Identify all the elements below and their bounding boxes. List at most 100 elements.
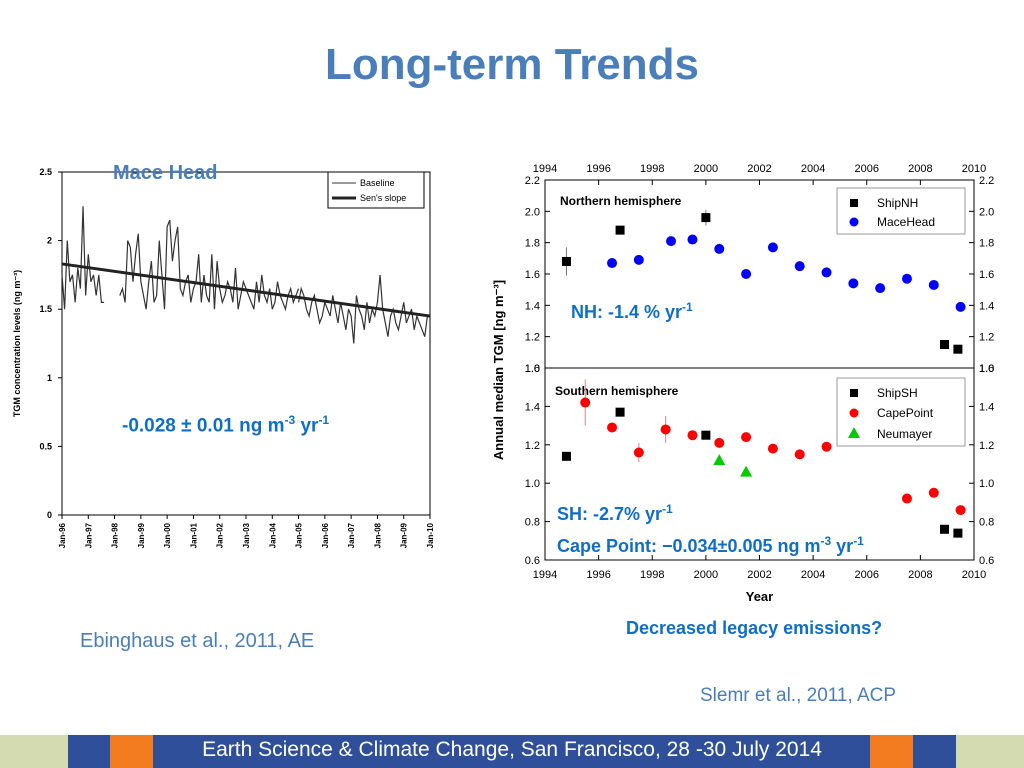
footer-block-2 [110,735,153,768]
square-marker [561,256,571,266]
macehead-marker [687,234,698,245]
sh-y-tick-label-left: 1.6 [525,363,540,375]
nh-y-tick-label-left: 1.2 [525,332,540,344]
nh-y-tick-label-right: 1.0 [979,363,994,375]
left-y-tick-label: 2.5 [39,167,52,177]
bottom-x-tick-label: 2006 [855,569,879,581]
macehead-marker [901,273,912,284]
sh-panel-title: Southern hemisphere [555,384,679,398]
neumayer-marker [713,454,726,466]
nh-y-tick-label-left: 1.0 [525,363,540,375]
left-trend-annotation: -0.028 ± 0.01 ng m-3 yr-1 [122,413,329,437]
top-x-tick-label: 1994 [533,163,557,175]
left-y-tick-label: 1.5 [39,304,52,314]
square-marker [615,407,625,417]
mace-head-chart: 0 0.5 1 1.5 2 2.5 Jan-96 Jan-97 Jan-98 Jan-99 Jan-… [12,167,435,548]
sh-y-tick-label-right: 1.4 [979,401,994,413]
macehead-marker [821,267,832,278]
sh-y-tick-label-left: 1.0 [525,478,540,490]
top-x-tick-label: 2010 [962,163,986,175]
nh-trend-text: NH: -1.4 % yr [571,302,683,322]
sh-y-tick-label-left: 0.8 [525,517,540,529]
capepoint-marker [794,449,805,460]
left-x-tick-label: Jan-09 [400,522,409,548]
nh-y-tick-label-right: 1.6 [979,269,994,281]
sh-trend-exp: -1 [662,502,673,516]
left-x-tick-label: Jan-10 [426,522,435,548]
question-text: Decreased legacy emissions? [626,618,883,638]
left-x-tick-label: Jan-05 [295,522,304,548]
capepoint-marker [714,437,725,448]
square-marker [953,528,963,538]
left-y-tick-label: 0 [47,510,52,520]
top-x-tick-label: 2004 [801,163,825,175]
capepoint-marker [580,397,591,408]
top-x-tick-label: 2002 [747,163,771,175]
sh-trend-annotation: SH: -2.7% yr-1 Cape Point: −0.034±0.005 … [557,496,864,560]
cape-trend-unit: yr [831,536,854,556]
footer-band [0,735,1024,768]
bottom-x-tick-label: 2004 [801,569,825,581]
macehead-marker [741,269,752,279]
left-x-tick-label: Jan-08 [373,522,382,548]
capepoint-marker [633,447,644,458]
left-x-tick-label: Jan-98 [111,522,120,548]
sh-trend-text: SH: -2.7% yr [557,504,663,524]
square-marker [615,225,625,235]
mace-head-label-text: Mace Head [113,162,218,184]
capepoint-marker [660,424,671,435]
footer-block-3 [153,735,168,768]
left-trend-exp2: -1 [318,413,330,427]
left-y-axis-label: TGM concentration levels (ng m⁻³) [12,270,22,417]
left-x-tick-label: Jan-02 [216,522,225,548]
square-marker [701,213,711,223]
nh-legend-ship-swatch [850,199,858,207]
sh-y-tick-label-left: 1.2 [525,440,540,452]
nh-y-tick-label-left: 1.8 [525,238,540,250]
bottom-x-tick-label: 2002 [747,569,771,581]
capepoint-marker [901,493,912,504]
bottom-x-tick-label: 2008 [908,569,932,581]
macehead-marker [666,236,677,247]
nh-trend-annotation: NH: -1.4 % yr-1 [571,300,693,323]
x-axis-title: Year [746,589,773,604]
sens-slope-line [61,262,431,318]
cape-trend-text: Cape Point: −0.034±0.005 ng m [557,536,821,556]
nh-legend-box [836,187,966,235]
left-x-tick-label: Jan-04 [268,522,277,548]
macehead-marker [767,242,778,253]
capepoint-marker [687,430,698,441]
left-trend-value: -0.028 ± 0.01 ng m [122,415,285,437]
sh-legend-neumayer-swatch [848,427,860,438]
footer-block-7 [913,735,956,768]
left-citation: Ebinghaus et al., 2011, AE [80,630,315,652]
square-marker [940,340,950,349]
macehead-marker [714,243,725,254]
square-marker [940,524,950,534]
sh-y-tick-label-left: 1.4 [525,401,540,413]
capepoint-marker [821,441,832,452]
macehead-marker [848,278,859,289]
left-x-tick-label: Jan-07 [347,522,356,548]
macehead-marker [955,301,966,312]
nh-y-tick-label-right: 2.0 [979,206,994,218]
y-axis-title: Annual median TGM [ng m⁻³] [491,280,506,460]
nh-y-tick-label-left: 2.2 [525,175,540,187]
sh-legend-ship-label: ShipSH [877,386,918,400]
left-y-tick-label: 1 [47,373,52,383]
footer-text: Earth Science & Climate Change, San Fran… [202,738,822,761]
hemisphere-chart: 1994 1996 1998 2000 2002 2004 2006 2008 2010 1994… [491,163,994,604]
sh-y-tick-label-right: 0.8 [979,517,994,529]
left-plot-frame [61,171,431,516]
top-x-tick-label: 2006 [855,163,879,175]
footer-block-6 [870,735,913,768]
capepoint-marker [741,432,752,443]
sh-y-tick-label-left: 0.6 [525,555,540,567]
left-x-tick-label: Jan-00 [163,522,172,548]
capepoint-marker [928,487,939,498]
legend-sens-label: Sen's slope [360,193,406,203]
left-y-tick-label: 0.5 [39,441,52,451]
sh-legend-neumayer-label: Neumayer [877,427,932,441]
nh-trend-exp: -1 [682,300,693,314]
macehead-marker [875,283,886,294]
